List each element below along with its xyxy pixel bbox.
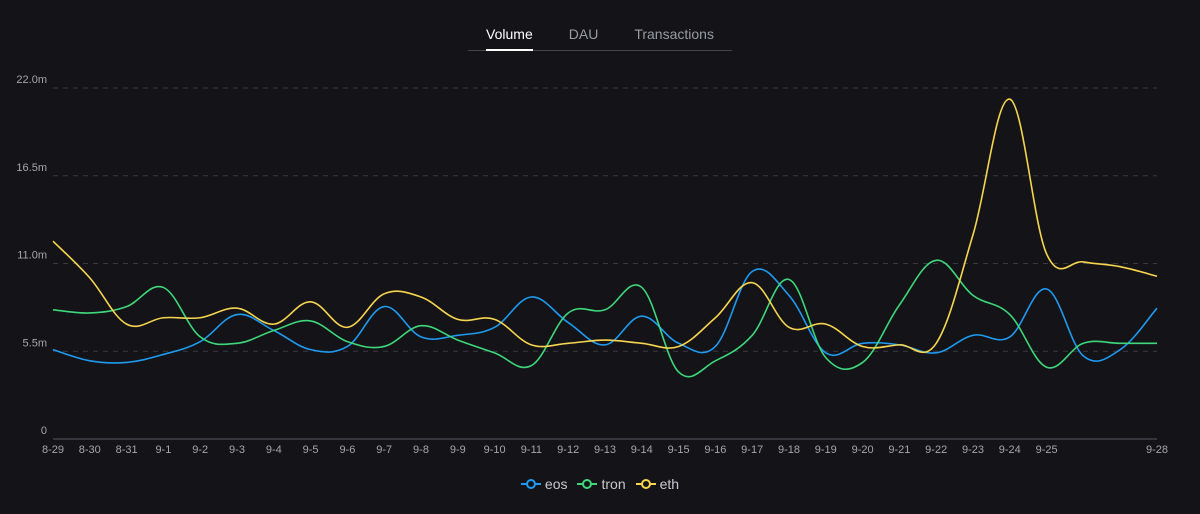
legend-item-eth[interactable]: eth [635, 476, 680, 492]
chart-tabs: Volume DAU Transactions [0, 24, 1200, 51]
x-tick-label: 8-30 [79, 444, 101, 456]
y-tick-label: 22.0m [16, 74, 47, 86]
x-tick-label: 8-31 [116, 444, 138, 456]
x-tick-label: 9-6 [339, 444, 355, 456]
x-tick-label: 9-12 [557, 444, 579, 456]
x-tick-label: 8-29 [42, 444, 64, 456]
x-tick-label: 9-23 [962, 444, 984, 456]
x-tick-label: 9-16 [704, 444, 726, 456]
x-tick-label: 9-24 [999, 444, 1021, 456]
legend-tron-icon [577, 478, 598, 490]
x-tick-label: 9-17 [741, 444, 763, 456]
legend-eth-icon [635, 478, 656, 490]
x-tick-label: 9-19 [815, 444, 837, 456]
series-line-eos [52, 268, 1158, 364]
legend-item-eos[interactable]: eos [520, 476, 568, 492]
y-tick-label: 0 [41, 425, 47, 437]
chart-legend: eos tron eth [0, 476, 1200, 492]
x-tick-label: 9-20 [852, 444, 874, 456]
x-tick-label: 9-28 [1146, 444, 1168, 456]
tab-dau[interactable]: DAU [568, 26, 599, 42]
series-line-tron [52, 259, 1157, 378]
x-tick-label: 9-9 [450, 444, 466, 456]
legend-eth-label: eth [659, 476, 680, 492]
x-tick-label: 9-5 [303, 444, 319, 456]
x-tick-label: 9-11 [521, 444, 542, 456]
x-tick-label: 9-15 [668, 444, 690, 456]
x-tick-label: 9-14 [631, 444, 653, 456]
legend-eos-icon [520, 478, 541, 490]
y-tick-label: 5.5m [23, 337, 47, 349]
x-tick-label: 9-4 [266, 444, 282, 456]
legend-item-tron[interactable]: tron [577, 476, 626, 492]
legend-eos-label: eos [544, 476, 568, 492]
x-tick-label: 9-10 [484, 444, 506, 456]
x-tick-label: 9-22 [925, 444, 947, 456]
y-tick-label: 16.5m [16, 162, 47, 174]
legend-tron-label: tron [601, 476, 626, 492]
y-tick-label: 11.0m [17, 250, 47, 262]
x-tick-label: 9-8 [413, 444, 429, 456]
x-tick-label: 9-13 [594, 444, 616, 456]
tab-volume[interactable]: Volume [468, 24, 551, 51]
x-tick-label: 9-21 [888, 444, 910, 456]
x-tick-label: 9-3 [229, 444, 245, 456]
tab-bar: Volume DAU Transactions [468, 24, 732, 51]
x-tick-label: 9-2 [192, 444, 208, 456]
x-tick-label: 9-25 [1036, 444, 1058, 456]
tab-transactions[interactable]: Transactions [634, 26, 714, 42]
series-line-eth [52, 98, 1158, 354]
x-tick-label: 9-18 [778, 444, 800, 456]
x-tick-label: 9-1 [155, 444, 171, 456]
x-tick-label: 9-7 [376, 444, 392, 456]
volume-line-chart: 0 5.5m 11.0m 16.5m 22.0m 8-29 8-30 8-31 9-1 9-2 9-… [16, 74, 1168, 456]
